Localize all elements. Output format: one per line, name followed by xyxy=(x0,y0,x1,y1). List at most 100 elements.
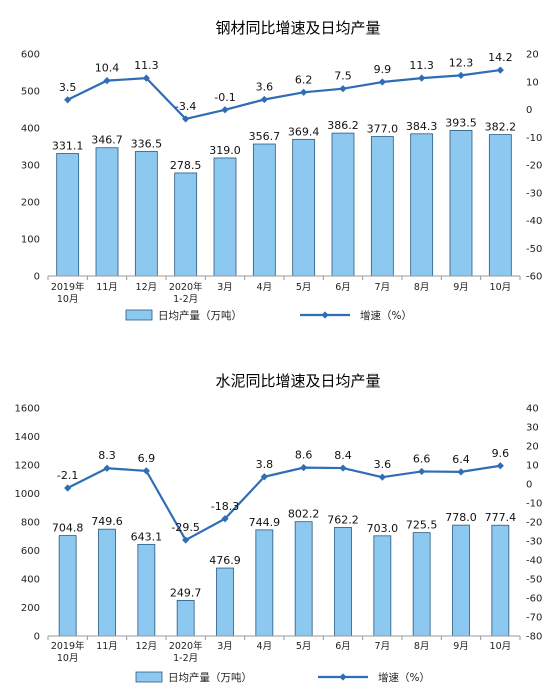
legend-line-marker xyxy=(321,311,329,319)
y2-tick-label: -50 xyxy=(526,244,542,255)
bar-data-label: 377.0 xyxy=(367,123,399,136)
bar xyxy=(449,130,473,277)
y-tick-label: 500 xyxy=(21,87,40,98)
line-data-label: 6.2 xyxy=(295,73,313,86)
bar-data-label: 346.7 xyxy=(91,134,123,147)
line-point xyxy=(496,66,504,74)
x-tick-label: 2019年 10月 xyxy=(51,640,85,664)
y2-tick-label: 10 xyxy=(526,77,539,88)
line-data-label: -0.1 xyxy=(214,91,235,104)
line-point xyxy=(103,77,111,85)
line-point xyxy=(64,484,72,492)
y2-tick-label: -40 xyxy=(526,216,542,227)
bar xyxy=(373,535,392,637)
line-point xyxy=(457,71,465,79)
growth-line xyxy=(67,69,501,121)
x-tick-label-line: 9月 xyxy=(453,641,469,652)
line-point xyxy=(103,464,111,472)
bar-data-label: 336.5 xyxy=(131,137,163,150)
bar xyxy=(213,157,237,277)
line-point xyxy=(378,78,386,86)
bar-data-label: 393.5 xyxy=(445,116,477,129)
x-tick-label: 10月 xyxy=(490,641,512,652)
y-tick-label: 0 xyxy=(34,272,40,283)
line-point xyxy=(339,464,347,472)
x-tick-label: 6月 xyxy=(335,282,351,293)
y-tick-label: 1000 xyxy=(15,489,40,500)
bar-data-label: 331.1 xyxy=(52,139,84,152)
bar xyxy=(252,143,276,277)
line-point xyxy=(300,88,308,96)
x-tick-label-line: 1-2月 xyxy=(173,294,198,305)
line-data-label: -3.4 xyxy=(175,100,196,113)
line-data-label: -18.3 xyxy=(211,500,239,513)
legend-line-label: 增速（%） xyxy=(378,671,430,684)
bar-data-label: 319.0 xyxy=(209,144,241,157)
x-tick-label: 4月 xyxy=(257,641,273,652)
bar xyxy=(452,524,470,637)
x-tick-label-line: 2019年 xyxy=(51,281,85,293)
bar-data-label: 778.0 xyxy=(445,511,477,524)
y2-tick-label: -60 xyxy=(526,272,542,283)
x-tick-label-line: 10月 xyxy=(490,641,512,652)
x-tick-label-line: 11月 xyxy=(96,282,118,293)
bar-data-label: 725.5 xyxy=(406,519,438,532)
line-data-label: 14.2 xyxy=(488,51,513,64)
steel-chart: 钢材同比增速及日均产量 331.1 346.7 336.5 278.5 319.0 356… xyxy=(21,19,542,322)
line-data-label: 3.5 xyxy=(59,81,77,94)
bar xyxy=(294,521,313,637)
growth-line xyxy=(67,464,501,542)
x-tick-label-line: 11月 xyxy=(96,641,118,652)
y-tick-label: 200 xyxy=(21,603,40,614)
legend-bar-label: 日均产量（万吨） xyxy=(158,309,242,322)
line-data-label: 6.6 xyxy=(413,452,431,465)
line-data-label: 10.4 xyxy=(95,62,120,75)
x-tick-label-line: 6月 xyxy=(335,282,351,293)
x-tick-label-line: 4月 xyxy=(257,282,273,293)
bar-data-label: 704.8 xyxy=(52,522,84,535)
y-tick-label: 1200 xyxy=(15,461,40,472)
y-tick-label: 1600 xyxy=(15,404,40,415)
x-tick-label-line: 4月 xyxy=(257,641,273,652)
bar-data-label: 384.3 xyxy=(406,120,438,133)
chart-title: 水泥同比增速及日均产量 xyxy=(215,372,380,390)
x-tick-label: 2020年 1-2月 xyxy=(169,640,203,664)
x-tick-label: 9月 xyxy=(453,641,469,652)
line-data-label: 9.6 xyxy=(492,447,510,460)
bar xyxy=(491,524,510,637)
x-tick-label-line: 9月 xyxy=(453,282,469,293)
x-tick-label: 2019年 10月 xyxy=(51,281,85,305)
line-data-label: -2.1 xyxy=(57,469,78,482)
x-tick-label-line: 5月 xyxy=(296,641,312,652)
y2-tick-label: -60 xyxy=(526,594,542,605)
bar-data-label: 382.2 xyxy=(485,121,517,134)
y2-tick-label: -30 xyxy=(526,188,542,199)
cement-chart: 水泥同比增速及日均产量 704.8 749.6 643.1 249.7 476.9 744… xyxy=(15,372,543,684)
line-point xyxy=(182,115,190,123)
bar-data-label: 777.4 xyxy=(485,511,517,524)
line-data-label: 3.6 xyxy=(256,81,274,94)
bar-data-label: 386.2 xyxy=(327,119,359,132)
bar xyxy=(370,136,394,277)
y-tick-label: 0 xyxy=(34,632,40,643)
x-tick-label: 10月 xyxy=(490,282,512,293)
y-tick-label: 400 xyxy=(21,124,40,135)
x-tick-label: 8月 xyxy=(414,282,430,293)
y2-tick-label: 0 xyxy=(526,105,532,116)
bar xyxy=(331,132,355,277)
line-data-label: 3.8 xyxy=(256,458,274,471)
bar-data-label: 476.9 xyxy=(209,554,241,567)
x-tick-label-line: 2019年 xyxy=(51,640,85,652)
y-tick-label: 200 xyxy=(21,198,40,209)
x-tick-label-line: 5月 xyxy=(296,282,312,293)
bar xyxy=(334,526,352,637)
legend-bar-swatch xyxy=(125,309,153,321)
y2-tick-label: -40 xyxy=(526,556,542,567)
x-tick-label: 4月 xyxy=(257,282,273,293)
y2-tick-label: -80 xyxy=(526,632,542,643)
bar-data-label: 749.6 xyxy=(91,515,123,528)
x-tick-label: 12月 xyxy=(136,641,158,652)
x-tick-label: 5月 xyxy=(296,282,312,293)
y2-tick-label: 20 xyxy=(526,50,539,61)
y2-tick-label: -10 xyxy=(526,499,542,510)
